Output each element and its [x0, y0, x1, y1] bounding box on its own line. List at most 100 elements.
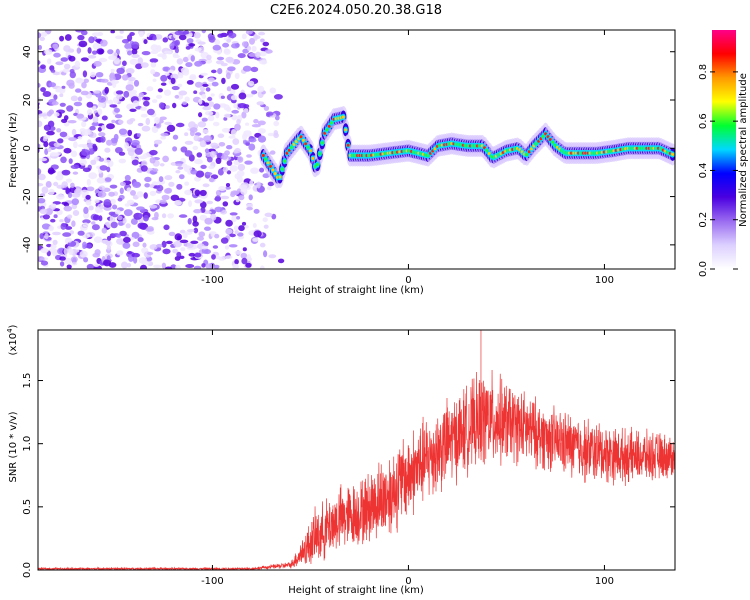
heatmap-noise-cell: [75, 88, 82, 93]
heatmap-noise-cell: [72, 171, 79, 175]
heatmap-noise-cell: [52, 239, 58, 245]
snr-x-axis-label: Height of straight line (km): [288, 585, 424, 596]
heatmap-noise-cell: [125, 68, 135, 74]
heatmap-noise-cell: [68, 55, 76, 62]
heatmap-noise-cell: [161, 240, 167, 248]
heatmap-noise-cell: [104, 177, 112, 182]
heatmap-noise-cell: [127, 76, 136, 82]
heatmap-track-core: [306, 145, 310, 149]
heatmap-noise-cell: [92, 143, 97, 149]
heatmap-noise-cell: [101, 124, 106, 131]
heatmap-noise-cell: [198, 112, 203, 118]
heatmap-noise-cell: [179, 229, 186, 234]
heatmap-noise-cell: [248, 194, 253, 201]
heatmap-noise-cell: [112, 204, 118, 210]
heatmap-noise-cell: [127, 50, 133, 56]
heatmap-noise-cell: [31, 223, 38, 229]
snr-x-tick-label: 0: [405, 576, 411, 587]
heatmap-noise-cell: [68, 137, 77, 142]
heatmap-noise-cell: [263, 250, 268, 258]
heatmap-track-core: [320, 141, 324, 145]
snr-x-tick-label: 100: [595, 576, 614, 587]
heatmap-noise-cell: [79, 158, 87, 166]
heatmap-noise-cell: [185, 46, 191, 50]
heatmap-noise-cell: [115, 147, 123, 154]
heatmap-noise-cell: [201, 245, 209, 250]
heatmap-noise-cell: [59, 35, 65, 42]
heatmap-noise-cell: [167, 213, 175, 219]
heatmap-noise-cell: [231, 43, 240, 49]
heatmap-noise-cell: [38, 120, 43, 128]
heatmap-noise-cell: [95, 72, 104, 78]
heatmap-noise-cell: [71, 261, 78, 266]
heatmap-noise-cell: [193, 135, 200, 142]
snr-y-tick-label: 0.0: [22, 562, 33, 578]
heatmap-noise-cell: [252, 223, 257, 228]
heatmap-noise-cell: [206, 200, 213, 205]
heatmap-noise-cell: [89, 132, 97, 139]
heatmap-noise-cell: [217, 33, 224, 38]
heatmap-noise-cell: [168, 181, 175, 187]
heatmap-noise-cell: [154, 116, 160, 125]
heatmap-noise-cell: [56, 194, 65, 200]
heatmap-noise-cell: [179, 174, 185, 180]
heatmap-noise-cell: [38, 157, 48, 162]
heatmap-noise-cell: [122, 217, 127, 224]
heatmap-noise-cell: [114, 114, 123, 119]
heatmap-noise-cell: [172, 146, 178, 152]
snr-series-line: [38, 330, 675, 570]
heatmap-noise-cell: [90, 71, 96, 78]
heatmap-noise-cell: [63, 63, 71, 70]
heatmap-track-core: [544, 132, 547, 136]
heatmap-track-core: [290, 145, 293, 149]
heatmap-noise-cell: [229, 88, 236, 96]
heatmap-noise-cell: [136, 191, 144, 198]
heatmap-noise-cell: [195, 170, 205, 178]
heatmap-noise-cell: [176, 235, 182, 241]
heatmap-noise-cell: [53, 94, 58, 100]
heatmap-noise-cell: [70, 182, 75, 188]
heatmap-noise-cell: [186, 80, 194, 85]
heatmap-noise-cell: [138, 257, 148, 264]
heatmap-noise-cell: [85, 194, 91, 200]
heatmap-noise-cell: [194, 47, 202, 52]
heatmap-noise-cell: [63, 45, 71, 52]
heatmap-noise-cell: [220, 152, 229, 160]
heatmap-noise-cell: [68, 82, 75, 89]
heatmap-noise-cell: [156, 94, 163, 99]
heatmap-noise-cell: [77, 230, 85, 236]
heatmap-noise-cell: [211, 254, 216, 260]
heatmap-noise-cell: [88, 172, 98, 180]
heatmap-noise-cell: [59, 261, 65, 267]
heatmap-noise-cell: [236, 216, 241, 220]
heatmap-noise-cell: [257, 128, 266, 134]
heatmap-noise-cell: [143, 39, 148, 45]
heatmap-noise-cell: [62, 232, 72, 237]
heatmap-noise-cell: [164, 72, 170, 76]
heatmap-noise-cell: [77, 136, 83, 140]
heatmap-noise-cell: [34, 79, 38, 84]
heatmap-noise-cell: [143, 100, 150, 107]
heatmap-noise-cell: [131, 139, 140, 146]
heatmap-track-core: [302, 138, 305, 142]
heatmap-noise-cell: [226, 86, 232, 92]
heatmap-noise-cell: [34, 28, 38, 33]
heatmap-noise-cell: [53, 52, 61, 58]
heatmap-noise-cell: [166, 124, 176, 132]
heatmap-y-tick-label: -20: [22, 188, 33, 204]
heatmap-noise-cell: [221, 127, 231, 133]
heatmap-noise-cell: [109, 184, 118, 189]
heatmap-noise-cell: [200, 72, 208, 76]
heatmap-noise-cell: [231, 215, 237, 223]
heatmap-noise-cell: [116, 250, 124, 256]
heatmap-noise-cell: [221, 77, 226, 85]
heatmap-noise-cell: [130, 218, 138, 225]
heatmap-noise-cell: [249, 37, 255, 45]
heatmap-noise-cell: [209, 150, 216, 158]
heatmap-noise-cell: [163, 50, 172, 55]
heatmap-noise-cell: [110, 30, 115, 34]
heatmap-noise-cell: [225, 219, 233, 227]
heatmap-noise-cell: [184, 181, 190, 186]
heatmap-noise-cell: [170, 77, 176, 85]
heatmap-noise-cell: [180, 146, 188, 153]
